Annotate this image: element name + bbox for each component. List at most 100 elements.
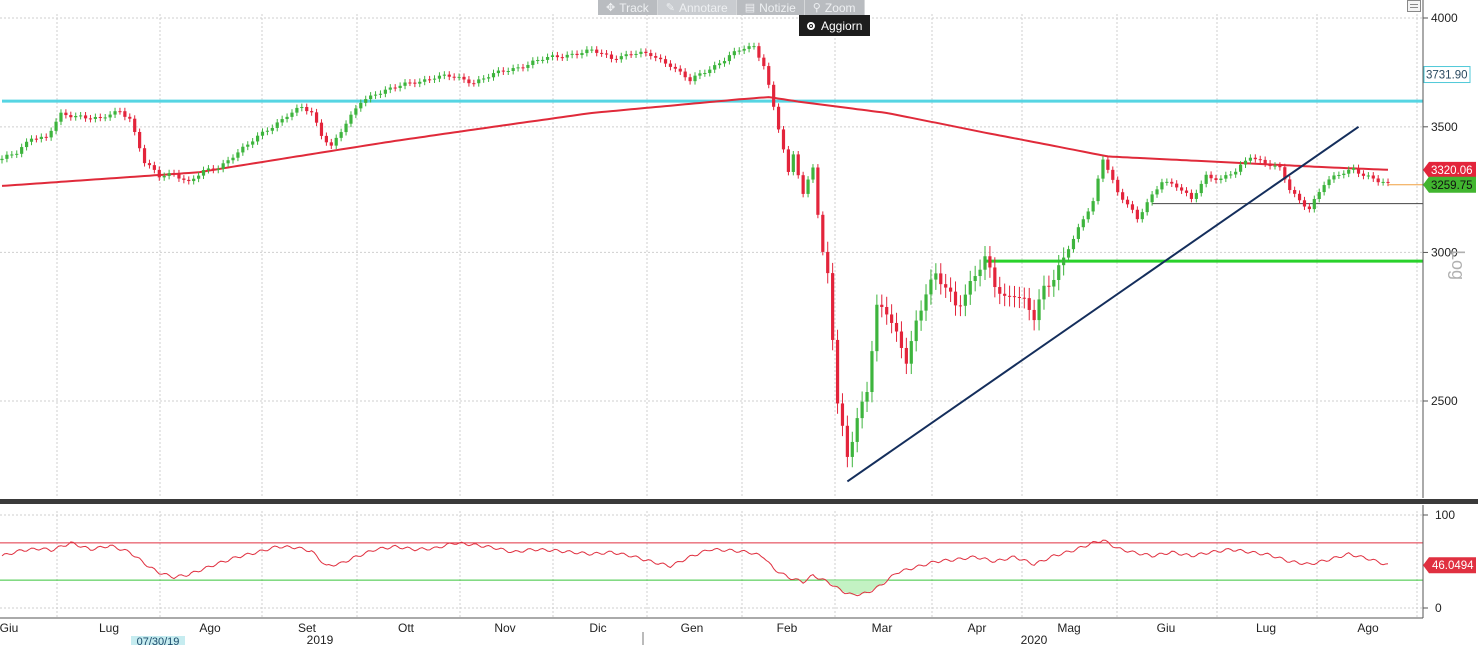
candle (1209, 171, 1213, 182)
candle (373, 91, 378, 99)
news-label: Notizie (759, 0, 796, 15)
candle (496, 67, 501, 77)
month-tick-label: Nov (494, 621, 515, 635)
candle (590, 46, 594, 54)
candle (334, 134, 338, 150)
candle-body (545, 57, 550, 60)
candle (595, 46, 599, 57)
zoom-button[interactable]: ⚲ Zoom (804, 0, 865, 15)
candle-body (1283, 167, 1287, 180)
candle-body (924, 294, 928, 311)
candle (128, 113, 132, 123)
update-label: Aggiorn (821, 18, 863, 33)
candle-body (683, 71, 687, 78)
candle-body (590, 49, 594, 51)
candle-body (983, 256, 987, 270)
candle (300, 103, 304, 112)
candle-body (34, 138, 39, 140)
candle-body (1003, 293, 1007, 296)
candle (319, 119, 324, 140)
candle-body (167, 173, 171, 176)
pane-separator (0, 499, 1478, 504)
candle-body (595, 49, 599, 53)
annotate-button[interactable]: ✎ Annotare (657, 0, 737, 15)
candle-body (44, 136, 48, 138)
candle-body (118, 111, 122, 113)
candle (437, 72, 442, 83)
candle-body (1288, 179, 1292, 191)
candle (305, 103, 309, 115)
candle-body (1224, 175, 1228, 179)
candle (1366, 172, 1370, 180)
candle (1219, 175, 1223, 184)
candle (1224, 171, 1228, 183)
candle-body (369, 95, 373, 100)
candle (1032, 299, 1036, 331)
candle (236, 148, 240, 162)
candle-body (826, 251, 830, 274)
candle-body (516, 67, 520, 69)
month-tick-label: Mag (1057, 621, 1080, 635)
candle (1238, 161, 1243, 176)
candle (1297, 190, 1302, 204)
candle-body (329, 142, 333, 146)
candle-body (1057, 265, 1061, 280)
candle (15, 150, 19, 158)
candle (447, 71, 451, 81)
candle (1214, 174, 1218, 184)
candle (1288, 175, 1292, 194)
candle (713, 61, 717, 74)
candle-body (536, 60, 540, 62)
panel-menu-icon[interactable] (1407, 0, 1421, 12)
candle-body (781, 129, 786, 150)
candle (899, 321, 904, 359)
candle-body (604, 53, 609, 55)
candle-body (1017, 297, 1022, 299)
candle-body (452, 76, 456, 78)
candle (98, 113, 102, 122)
candle-body (1096, 178, 1100, 202)
candle-body (919, 310, 923, 321)
track-button[interactable]: ✥ Track (598, 0, 658, 15)
candle (776, 103, 781, 133)
candle-body (673, 66, 677, 69)
candle (1130, 200, 1135, 214)
candle-body (811, 167, 815, 180)
chart-toolbar: ✥ Track ✎ Annotare ▤ Notizie ⚲ Zoom (598, 0, 865, 15)
candle-body (550, 55, 555, 58)
candle (378, 90, 383, 99)
candle-body (1376, 178, 1380, 183)
candle-body (20, 147, 24, 154)
candle (1361, 170, 1366, 180)
candle (619, 52, 623, 63)
candle-body (1307, 206, 1311, 210)
candle-body (531, 60, 535, 65)
candle (388, 84, 392, 94)
candle-body (526, 64, 530, 68)
candle-body (123, 111, 127, 117)
candle-body (83, 115, 88, 119)
candle-body (860, 401, 864, 419)
candle (452, 73, 456, 81)
candle-body (413, 82, 417, 84)
candle (442, 71, 446, 80)
candle-body (801, 175, 805, 194)
candle-body (310, 111, 314, 113)
candle-body (260, 131, 265, 136)
candle (344, 120, 348, 136)
candle (894, 312, 899, 342)
candle (5, 151, 9, 163)
grid (0, 14, 1423, 618)
candle-body (909, 341, 913, 364)
candle-body (880, 304, 884, 307)
candle-body (585, 49, 589, 54)
news-button[interactable]: ▤ Notizie (736, 0, 805, 15)
candle-body (49, 130, 53, 138)
candle-body (885, 306, 889, 315)
candle (1140, 208, 1144, 223)
candle (550, 51, 555, 61)
candle-body (506, 71, 510, 73)
update-button[interactable]: Aggiorn (799, 15, 870, 36)
candle (624, 50, 628, 60)
